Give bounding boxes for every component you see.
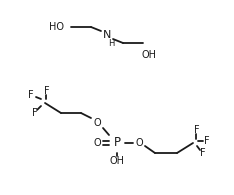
Text: N: N [103, 30, 111, 40]
Text: OH: OH [110, 156, 124, 166]
Text: P: P [113, 136, 121, 150]
Text: F: F [32, 108, 38, 118]
Text: F: F [44, 86, 50, 96]
Text: O: O [93, 138, 101, 148]
Text: H: H [108, 40, 114, 49]
Text: OH: OH [142, 50, 157, 60]
Text: F: F [204, 136, 210, 146]
Text: HO: HO [50, 22, 65, 32]
Text: O: O [135, 138, 143, 148]
Text: F: F [28, 90, 34, 100]
Text: F: F [200, 148, 206, 158]
Text: F: F [194, 125, 200, 135]
Text: O: O [93, 118, 101, 128]
